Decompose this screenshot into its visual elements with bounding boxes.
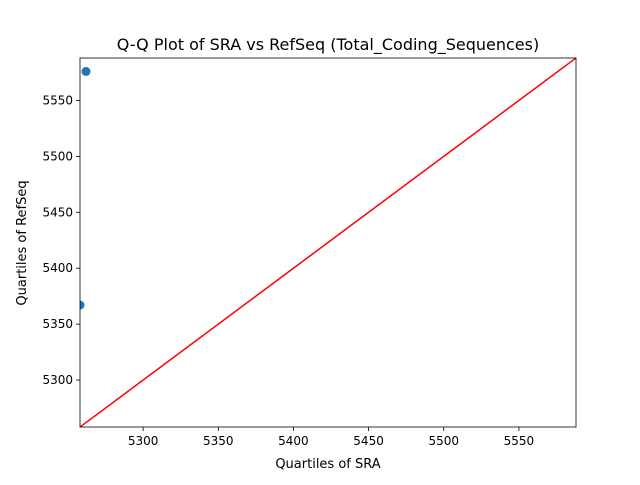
x-axis-label: Quartiles of SRA — [275, 457, 380, 472]
x-tick-label: 5300 — [128, 434, 159, 448]
y-axis-label: Quartiles of RefSeq — [15, 180, 30, 305]
y-tick-label: 5450 — [42, 205, 73, 219]
x-axis-ticks: 5300 5350 5400 5450 5500 5550 — [128, 427, 534, 448]
x-tick-label: 5450 — [353, 434, 384, 448]
x-tick-label: 5350 — [203, 434, 234, 448]
y-tick-label: 5400 — [42, 261, 73, 275]
y-axis-ticks: 5300 5350 5400 5450 5500 5550 — [42, 93, 80, 387]
x-tick-label: 5500 — [428, 434, 459, 448]
data-point-2 — [81, 66, 91, 76]
axes-frame — [79, 57, 577, 428]
y-tick-label: 5300 — [42, 373, 73, 387]
y-tick-label: 5350 — [42, 317, 73, 331]
plot-area — [79, 57, 577, 428]
y-tick-label: 5550 — [42, 93, 73, 107]
chart-title: Q-Q Plot of SRA vs RefSeq (Total_Coding_… — [117, 35, 539, 55]
x-tick-label: 5400 — [278, 434, 309, 448]
y-tick-label: 5500 — [42, 149, 73, 163]
data-point-1 — [80, 300, 85, 310]
x-tick-label: 5550 — [504, 434, 535, 448]
reference-line — [80, 58, 576, 427]
